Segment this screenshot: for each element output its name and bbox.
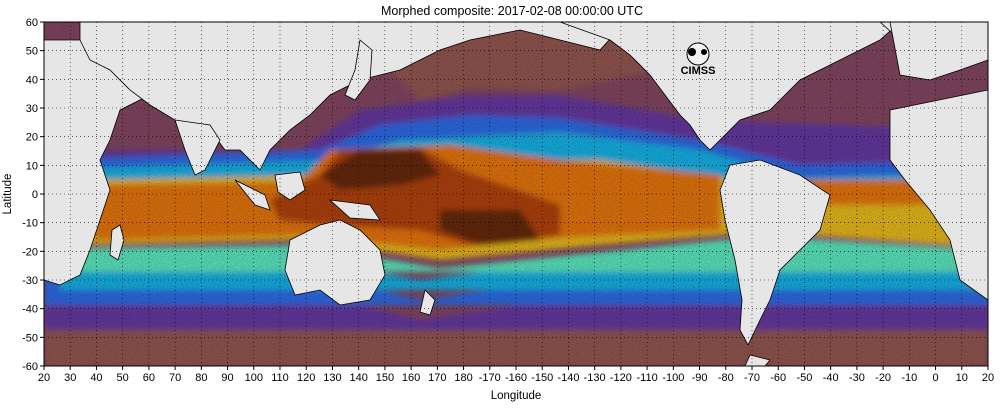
x-tick-label: -110 [637,372,658,384]
y-tick-label: 30 [26,103,38,115]
grid-lines [44,22,988,366]
land-south-america [719,159,831,346]
cimss-logo-icon: CIMSS [681,42,716,77]
logo-dot [701,49,707,55]
y-tick-label: 20 [26,132,38,144]
land-masses [44,22,988,366]
x-tick-label: 20 [38,372,50,384]
land-new-zealand [419,289,436,316]
x-tick-label: 110 [271,372,289,384]
y-axis-ticks: 60 50 40 30 20 10 0 -10 -20 -30 -40 -50 -60 [22,17,44,373]
x-tick-label: 50 [117,372,129,384]
y-tick-label: 0 [32,189,38,201]
chart-title: Morphed composite: 2017-02-08 00:00:00 U… [381,4,643,18]
y-axis-label: Latitude [2,174,14,215]
x-tick-label: -50 [796,372,812,384]
x-tick-label: 180 [454,372,472,384]
x-tick-label: 160 [402,372,420,384]
y-tick-label: -10 [22,218,38,230]
x-tick-label: -90 [692,372,708,384]
y-tick-label: -60 [22,361,38,373]
x-tick-label: 140 [349,372,367,384]
x-tick-label: 20 [982,372,994,384]
x-tick-label: 10 [956,372,968,384]
y-tick-label: -40 [22,304,38,316]
x-axis-ticks: 20 30 40 50 60 70 80 90 100 110 120 130 140 150 160 170… [38,366,994,384]
y-tick-label: 60 [26,17,38,29]
y-tick-label: -30 [22,275,38,287]
x-tick-label: -130 [584,372,606,384]
x-tick-label: -10 [901,372,917,384]
x-tick-label: -60 [770,372,786,384]
land-africa-east [889,89,988,301]
land-north-america [559,22,901,151]
x-tick-label: -20 [875,372,891,384]
x-tick-label: -140 [557,372,579,384]
y-tick-label: -50 [22,332,38,344]
x-tick-label: -40 [823,372,839,384]
x-tick-label: -170 [479,372,501,384]
x-tick-label: -120 [610,372,632,384]
land-india [174,119,221,176]
x-tick-label: -150 [531,372,553,384]
plot-area [44,22,988,366]
x-tick-label: 80 [195,372,207,384]
y-tick-label: 40 [26,74,38,86]
y-tick-label: 10 [26,160,38,172]
logo-mark [688,48,696,56]
x-tick-label: 150 [376,372,394,384]
y-tick-label: 50 [26,46,38,58]
x-tick-label: 130 [323,372,341,384]
x-tick-label: 170 [428,372,446,384]
x-tick-label: 90 [221,372,233,384]
logo-text: CIMSS [681,65,716,77]
x-tick-label: -160 [505,372,527,384]
y-tick-label: -20 [22,246,38,258]
x-tick-label: 70 [169,372,181,384]
x-tick-label: 120 [297,372,315,384]
land-europe-east [889,22,988,81]
x-tick-label: 60 [143,372,155,384]
x-tick-label: -70 [744,372,760,384]
land-australia [284,219,386,306]
x-tick-label: -30 [849,372,865,384]
land-sumatra [234,179,271,211]
x-tick-label: 30 [64,372,76,384]
x-tick-label: -100 [662,372,684,384]
land-borneo [274,171,306,201]
x-tick-label: 40 [90,372,102,384]
land-antarctic-peninsula [744,354,771,366]
x-axis-label: Longitude [491,390,542,402]
x-tick-label: -80 [718,372,734,384]
x-tick-label: 0 [932,372,938,384]
x-tick-label: 100 [245,372,263,384]
land-new-guinea [328,199,381,221]
